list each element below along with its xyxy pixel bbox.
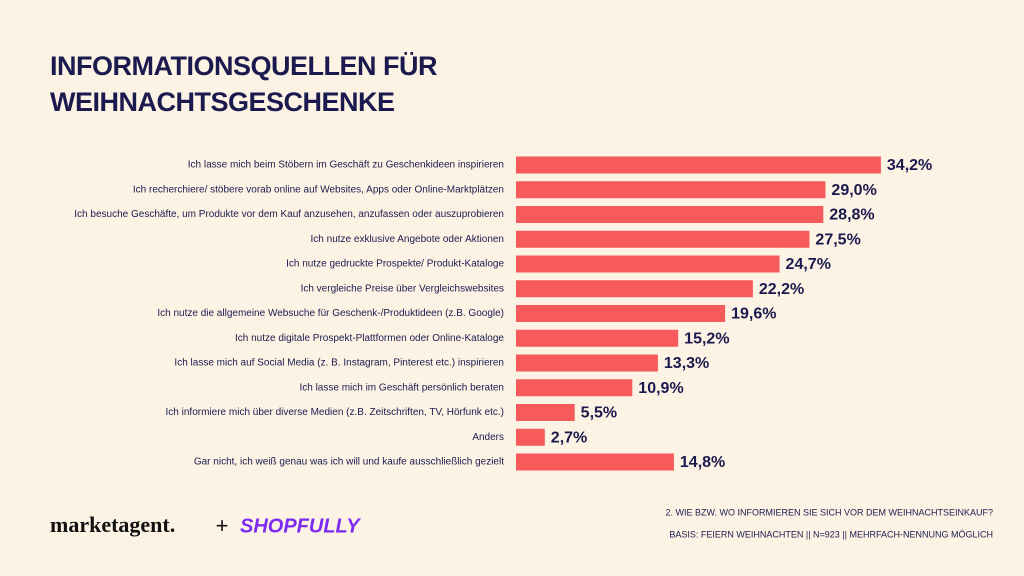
value-label: 10,9%	[638, 380, 683, 397]
footnote: 2. WIE BZW. WO INFORMIEREN SIE SICH VOR …	[665, 507, 993, 517]
category-label: Ich nutze gedruckte Prospekte/ Produkt-K…	[286, 259, 504, 270]
category-label: Gar nicht, ich weiß genau was ich will u…	[194, 457, 504, 468]
value-label: 19,6%	[731, 306, 776, 323]
value-label: 14,8%	[680, 454, 725, 471]
category-label: Anders	[472, 432, 504, 443]
bar	[516, 428, 545, 446]
value-label: 5,5%	[581, 405, 617, 422]
category-label: Ich besuche Geschäfte, um Produkte vor d…	[74, 209, 504, 220]
value-label: 24,7%	[786, 256, 831, 273]
value-label: 13,3%	[664, 355, 709, 372]
value-label: 15,2%	[684, 330, 729, 347]
category-label: Ich recherchiere/ stöbere vorab online a…	[133, 184, 504, 195]
bar	[516, 404, 575, 421]
bar	[516, 354, 658, 372]
bar	[516, 453, 674, 471]
bar	[516, 379, 633, 397]
category-label: Ich lasse mich auf Social Media (z. B. I…	[174, 358, 504, 369]
logo-separator: +	[216, 513, 229, 538]
value-label: 29,0%	[831, 182, 876, 199]
bar	[516, 156, 881, 174]
category-label: Ich nutze die allgemeine Websuche für Ge…	[157, 308, 504, 319]
value-label: 2,7%	[551, 429, 587, 446]
category-label: Ich nutze exklusive Angebote oder Aktion…	[311, 234, 504, 245]
bar	[516, 255, 780, 273]
bar	[516, 329, 679, 347]
chart-title: INFORMATIONSQUELLEN FÜR WEIHNACHTSGESCHE…	[50, 51, 437, 117]
value-label: 34,2%	[887, 157, 932, 174]
category-label: Ich nutze digitale Prospekt-Plattformen …	[235, 333, 504, 344]
bar	[516, 230, 810, 248]
value-label: 22,2%	[759, 281, 804, 298]
bar	[516, 305, 726, 322]
logo: marketagent.	[50, 512, 175, 537]
category-label: Ich vergleiche Preise über Vergleichsweb…	[301, 283, 504, 294]
value-label: 27,5%	[815, 231, 860, 248]
category-label: Ich lasse mich im Geschäft persönlich be…	[299, 382, 504, 393]
value-label: 28,8%	[829, 207, 874, 224]
category-label: Ich lasse mich beim Stöbern im Geschäft …	[188, 160, 504, 171]
bar	[516, 280, 753, 298]
bar	[516, 206, 824, 223]
category-label: Ich informiere mich über diverse Medien …	[166, 407, 504, 418]
logo: SHOPFULLY	[240, 515, 361, 537]
footnote: BASIS: FEIERN WEIHNACHTEN || N=923 || ME…	[669, 529, 993, 539]
bar	[516, 181, 826, 199]
